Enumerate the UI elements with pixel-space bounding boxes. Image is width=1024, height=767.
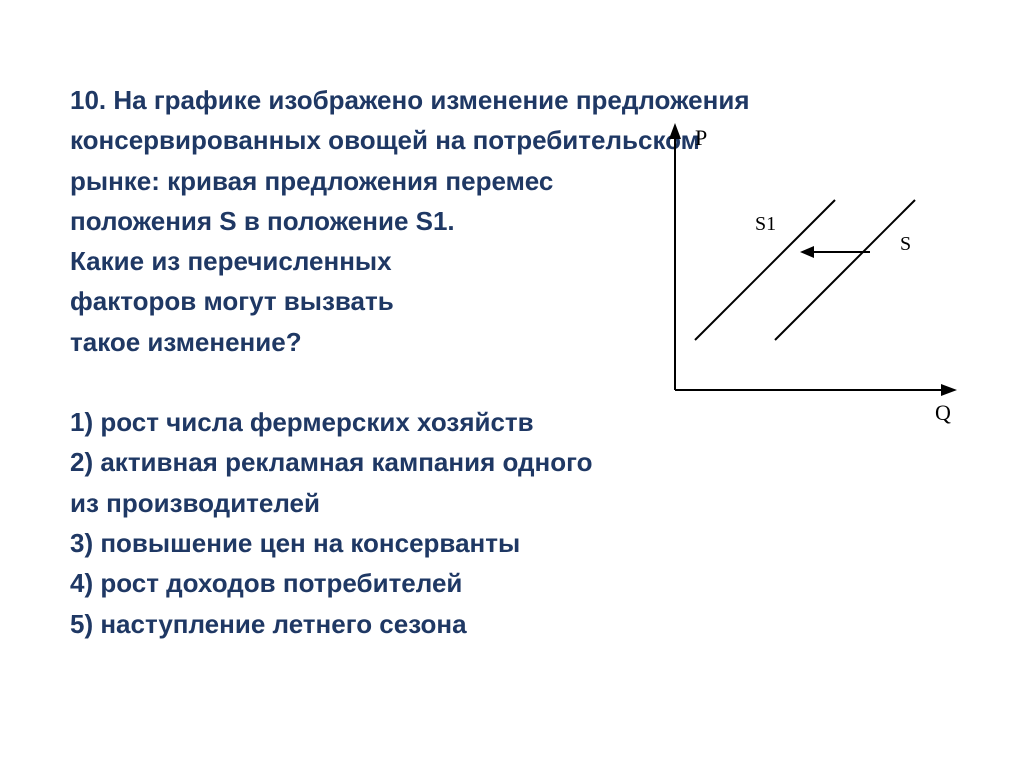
- x-axis-label: Q: [935, 400, 951, 425]
- option-4: 4) рост доходов потребителей: [70, 563, 964, 603]
- supply-shift-chart: P Q S1 S: [635, 120, 975, 440]
- option-3: 3) повышение цен на консерванты: [70, 523, 964, 563]
- option-5: 5) наступление летнего сезона: [70, 604, 964, 644]
- y-axis-label: P: [695, 125, 707, 150]
- stem-line: 10. На графике изображено изменение пред…: [70, 80, 964, 120]
- curve-s1-label: S1: [755, 213, 776, 235]
- option-2: 2) активная рекламная кампания одного: [70, 442, 964, 482]
- curve-s: [775, 200, 915, 340]
- option-2-cont: из производителей: [70, 483, 964, 523]
- curve-s-label: S: [900, 233, 911, 255]
